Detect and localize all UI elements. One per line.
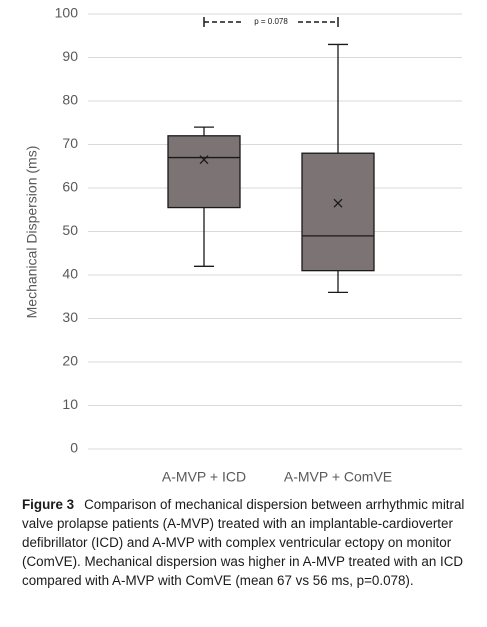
box (167, 135, 241, 209)
y-tick-label: 50 (62, 222, 78, 238)
y-axis-label: Mechanical Dispersion (ms) (24, 146, 40, 319)
y-tick-label: 40 (62, 266, 78, 282)
annotation: p = 0.078 (254, 17, 288, 26)
y-tick-label: 90 (62, 48, 78, 64)
caption-text: Comparison of mechanical dispersion betw… (22, 497, 465, 588)
y-tick-label: 0 (70, 440, 78, 456)
y-tick-label: 60 (62, 179, 78, 195)
y-tick-label: 30 (62, 309, 78, 325)
x-tick-label: A-MVP + ComVE (284, 469, 392, 485)
y-tick-label: 10 (62, 396, 78, 412)
mean-marker (333, 198, 343, 208)
box (301, 152, 375, 272)
y-tick-label: 70 (62, 135, 78, 151)
chart: Mechanical Dispersion (ms) 0 10 20 30 40 50 60… (24, 5, 462, 485)
y-tick-label: 20 (62, 353, 78, 369)
x-tick-label: A-MVP + ICD (162, 469, 246, 485)
y-tick-label: 80 (62, 92, 78, 108)
y-tick-label: 100 (55, 5, 79, 21)
caption: Figure 3 Comparison of mechanical dispers… (22, 495, 474, 590)
mean-marker (199, 155, 209, 165)
caption-label: Figure 3 (22, 497, 75, 512)
